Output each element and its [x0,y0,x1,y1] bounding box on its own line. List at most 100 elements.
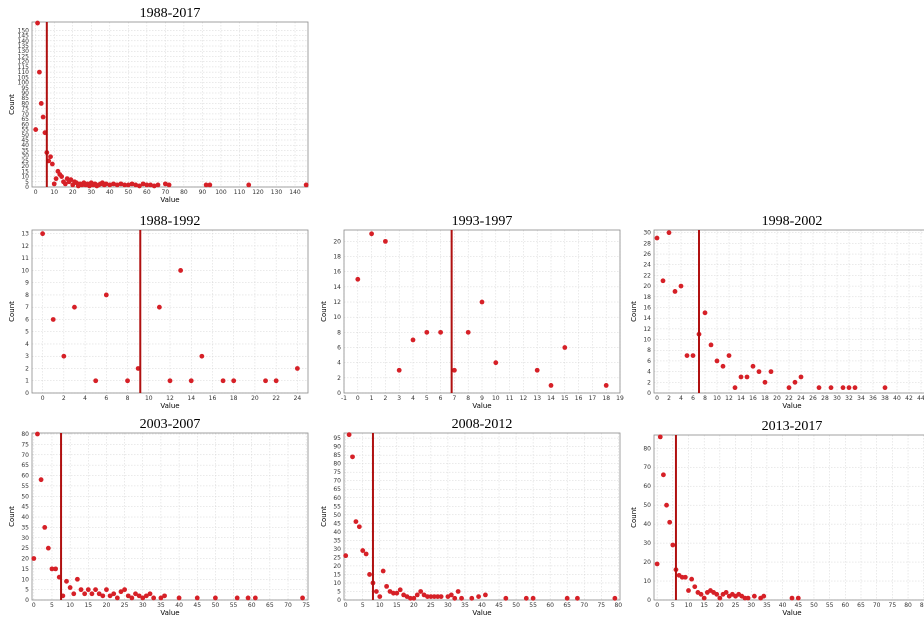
data-point [118,181,124,187]
y-tick-label: 65 [333,486,341,493]
data-point [530,595,536,601]
y-tick-label: 45 [333,520,341,527]
data-point [93,587,98,593]
data-point [122,587,128,593]
data-point [603,383,609,388]
x-tick-label: 0 [655,602,659,609]
x-tick-label: 10 [713,395,721,402]
x-tick-label: 32 [845,395,853,402]
x-tick-label: 100 [215,189,227,196]
data-point [438,329,443,335]
data-point [133,591,138,597]
y-tick-label: 14 [333,284,341,291]
y-tick-label: 35 [21,147,29,154]
data-point [207,182,213,188]
data-point [438,594,444,599]
y-tick-label: 4 [25,341,29,348]
data-point [158,595,164,601]
x-tick-label: 50 [810,602,818,609]
data-point [136,593,142,599]
x-tick-label: 16 [575,395,583,402]
data-point [575,595,580,601]
y-tick-label: 125 [18,53,30,60]
data-point [840,385,846,391]
data-point [408,595,413,601]
data-point [363,551,369,557]
data-point [103,292,109,298]
y-tick-label: 6 [337,345,341,352]
data-point [534,367,540,373]
data-point [300,595,305,601]
y-tick-label: 40 [21,514,29,521]
x-tick-label: 75 [597,602,605,609]
y-tick-label: 16 [333,269,341,276]
x-tick-label: 0 [32,602,36,609]
x-tick-label: 20 [69,189,77,196]
x-tick-label: 55 [230,602,238,609]
data-point [125,593,131,599]
y-tick-label: 95 [21,85,29,92]
x-tick-label: 44 [917,395,924,402]
x-tick-label: 130 [271,189,283,196]
data-point [74,576,80,582]
data-point [343,553,349,559]
y-tick-label: 24 [643,262,651,269]
x-axis-label: Value [160,609,179,617]
y-tick-label: 18 [333,254,341,261]
y-tick-label: 15 [21,566,29,573]
data-point [72,304,77,310]
x-tick-label: 5 [361,602,365,609]
x-tick-label: 5 [50,602,54,609]
data-point [717,595,723,601]
y-tick-label: 30 [643,540,651,547]
data-point [455,589,461,594]
data-point [493,360,499,366]
y-tick-label: 135 [18,43,30,50]
y-tick-label: 35 [21,524,29,531]
data-point [690,353,696,358]
y-tick-label: 20 [643,283,651,290]
data-point [246,182,252,188]
data-point [53,566,59,572]
y-tick-label: 80 [643,445,651,452]
y-tick-label: 60 [21,121,29,128]
x-tick-label: 0 [344,602,348,609]
data-point [720,363,726,369]
data-point [367,572,372,577]
data-point [68,177,74,183]
x-tick-label: 10 [66,602,74,609]
y-tick-label: 65 [21,462,29,469]
y-tick-label: 0 [337,390,341,397]
data-point [562,345,568,350]
y-tick-label: 115 [18,64,30,71]
x-tick-label: 16 [209,395,217,402]
x-tick-label: 65 [266,602,274,609]
x-tick-label: 6 [439,395,443,402]
x-axis-label: Value [160,402,179,410]
x-tick-label: 42 [905,395,913,402]
x-tick-label: 80 [904,602,912,609]
chart-title: 2003-2007 [140,417,201,432]
data-point [294,366,300,371]
data-point [231,378,237,384]
plot-frame [343,229,621,394]
data-point [882,385,888,391]
data-point [107,593,113,599]
y-tick-label: 35 [333,537,341,544]
data-point [35,20,40,26]
y-tick-label: 120 [18,59,30,66]
x-tick-label: 70 [284,602,292,609]
y-tick-label: 45 [21,504,29,511]
chart-svg: 2003-2007 0 5 10 15 20 25 30 35 40 45 50 55 60 65 70 75 0… [8,417,310,617]
data-point [795,595,801,601]
data-point [452,595,458,601]
y-tick-label: 8 [337,329,341,336]
x-tick-label: 38 [881,395,889,402]
y-tick-label: 80 [21,431,29,438]
x-tick-label: 2 [667,395,671,402]
chart-panel-2008-2012: 2008-2012 0 5 10 15 20 25 30 35 40 45 50 55 60 65 70 75 8… [316,413,628,623]
y-tick-label: 18 [643,294,651,301]
data-point [40,231,46,237]
y-tick-label: 25 [21,158,29,165]
